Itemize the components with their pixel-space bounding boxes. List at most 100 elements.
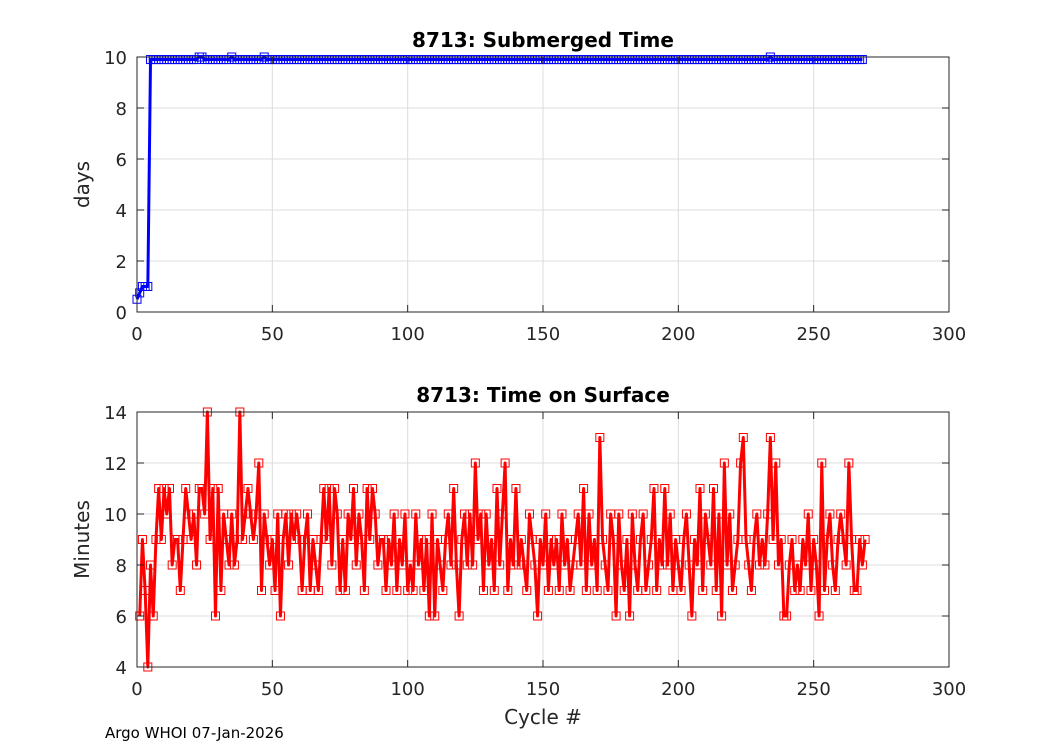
data-point [386,560,396,570]
data-point [519,560,529,570]
data-point [481,509,491,519]
footer-stamp: Argo WHOI 07-Jan-2026 [105,724,284,742]
chart-title: 8713: Submerged Time [412,28,674,52]
data-point [687,611,697,621]
x-tick-label: 100 [390,324,424,345]
data-point [790,586,800,595]
data-point [817,458,827,468]
data-point [427,509,437,519]
data-point [803,509,813,519]
data-point [349,484,359,493]
data-point [514,560,524,570]
data-point [635,535,645,544]
x-tick-label: 50 [261,324,284,345]
series-markers [132,52,867,304]
data-point [316,535,326,544]
data-point [156,535,166,544]
data-point [730,560,740,570]
data-point [711,586,721,595]
data-point [709,484,719,493]
data-point [257,586,267,595]
y-tick-label: 14 [104,403,127,424]
x-tick-label: 50 [261,679,284,700]
data-point [508,560,518,570]
data-point [673,560,683,570]
chart-panel-1: 0 50 100 150 200 250 300 0 2 4 6 8 10 8713: Submerged… [70,28,966,345]
data-point [570,535,580,544]
data-point [476,509,486,519]
data-point [857,560,867,570]
data-point [736,458,746,468]
data-point [319,484,329,493]
data-point [460,509,470,519]
data-point [608,535,618,544]
data-point [422,535,432,544]
data-point [470,458,480,468]
data-point [717,611,727,621]
data-point [370,509,380,519]
data-point [148,611,158,621]
data-point [340,586,350,595]
data-point [378,535,388,544]
data-point [229,560,239,570]
data-point [478,586,488,595]
data-point [649,484,659,493]
data-point [362,484,372,493]
data-point [416,535,426,544]
data-point [227,509,237,519]
data-point [511,484,521,493]
data-point [208,484,218,493]
data-point [587,560,597,570]
data-point [690,535,700,544]
data-point [457,535,467,544]
chart-title: 8713: Time on Surface [416,383,670,407]
data-point [719,458,729,468]
x-tick-label: 200 [661,324,695,345]
y-tick-label: 4 [116,201,127,222]
data-point [552,535,562,544]
data-point [573,509,583,519]
data-point [644,560,654,570]
data-point [189,509,199,519]
data-point [430,611,440,621]
data-point [408,586,418,595]
data-point [238,535,248,544]
data-point [487,535,497,544]
data-point [411,509,421,519]
y-tick-label: 0 [116,303,127,324]
data-point [746,586,756,595]
data-point [782,611,792,621]
data-point [714,509,724,519]
data-point [503,586,513,595]
data-point [438,586,448,595]
y-tick-label: 6 [116,607,127,628]
data-point [497,509,507,519]
data-point [254,458,264,468]
series-markers [135,407,870,672]
data-point [146,560,156,570]
data-point [449,484,459,493]
data-point [616,560,626,570]
data-point [657,560,667,570]
data-point [270,586,280,595]
data-point [243,484,253,493]
data-point [492,484,502,493]
data-point [833,535,843,544]
data-point [294,535,304,544]
data-point [213,484,223,493]
data-point [330,484,340,493]
data-point [395,535,405,544]
data-point [359,586,369,595]
data-point [232,535,242,544]
data-point [798,535,808,544]
data-point [413,560,423,570]
data-point [592,586,602,595]
data-point [205,535,215,544]
x-tick-label: 100 [390,679,424,700]
data-point [495,560,505,570]
data-point [844,458,854,468]
data-point [522,586,532,595]
data-point [267,535,277,544]
x-tick-label: 300 [932,324,966,345]
data-point [625,611,635,621]
